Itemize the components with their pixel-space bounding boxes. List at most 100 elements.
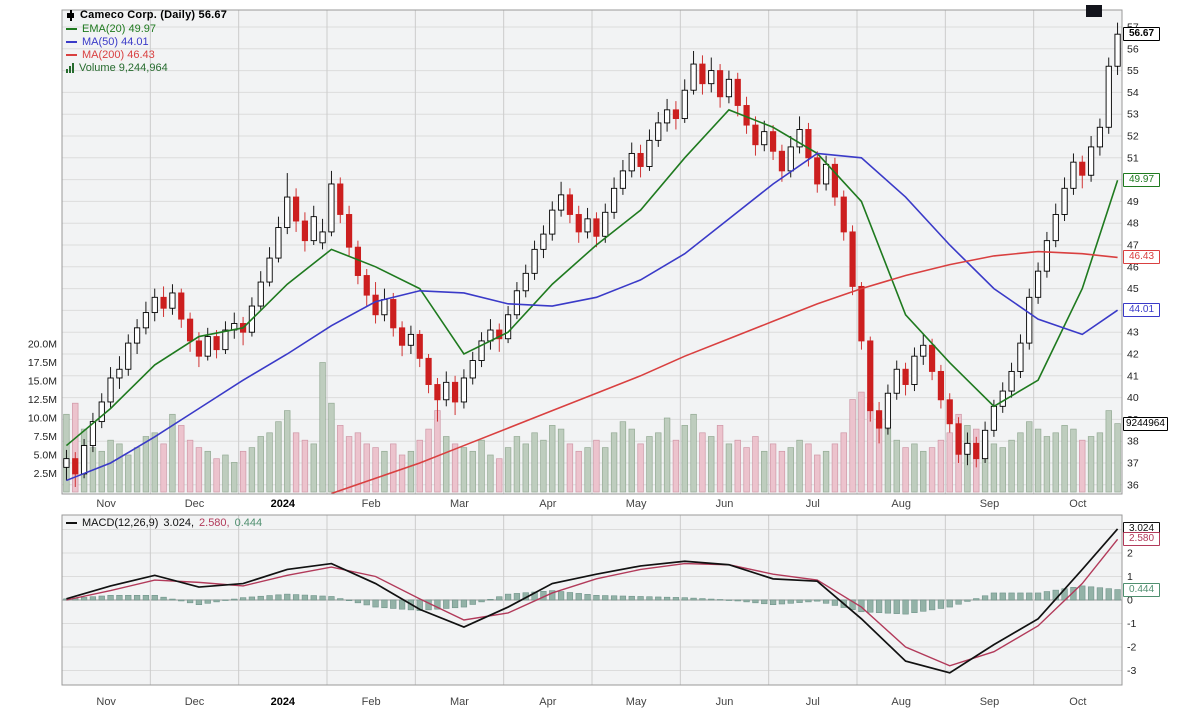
overlay-lines — [65, 108, 1119, 495]
macd-legend: MACD(12,26,9) 3.024, 2.580, 0.444 — [66, 517, 262, 529]
svg-text:51: 51 — [1127, 152, 1139, 164]
svg-text:Apr: Apr — [539, 696, 556, 708]
ma200-price-label: 46.43 — [1123, 250, 1160, 264]
line-dash-icon — [66, 522, 77, 524]
overlay-MA(50) — [66, 152, 1119, 482]
svg-text:Jul: Jul — [806, 696, 820, 708]
price-grid — [61, 10, 1122, 494]
candlestick-chart-icon — [66, 9, 75, 21]
svg-text:5.0M: 5.0M — [34, 450, 57, 462]
chart-legend: Cameco Corp. (Daily) 56.67 EMA(20) 49.97… — [66, 9, 227, 74]
legend-ma200: MA(200) 46.43 — [66, 49, 227, 61]
svg-text:17.5M: 17.5M — [28, 357, 57, 369]
svg-text:Sep: Sep — [980, 696, 1000, 708]
chart-title: Cameco Corp. (Daily) 56.67 — [80, 9, 228, 21]
svg-text:May: May — [626, 498, 647, 510]
legend-volume-label: Volume 9,244,964 — [79, 62, 168, 74]
svg-text:36: 36 — [1127, 479, 1139, 491]
volume-bars — [63, 362, 1121, 493]
ma50-price-label: 44.01 — [1123, 303, 1160, 317]
macd-line — [66, 528, 1119, 674]
svg-text:Aug: Aug — [891, 498, 911, 510]
ema20-price-label: 49.97 — [1123, 173, 1160, 187]
svg-text:Dec: Dec — [185, 696, 205, 708]
svg-text:53: 53 — [1127, 109, 1139, 121]
signal-line — [66, 538, 1119, 667]
svg-text:-3: -3 — [1127, 665, 1136, 677]
signal-legend-value: 2.580, — [199, 517, 230, 529]
svg-text:15.0M: 15.0M — [28, 376, 57, 388]
legend-ema20: EMA(20) 49.97 — [66, 23, 227, 35]
legend-ema20-label: EMA(20) 49.97 — [82, 23, 156, 35]
line-dash-icon — [66, 28, 77, 30]
svg-text:0: 0 — [1127, 595, 1133, 607]
svg-text:41: 41 — [1127, 370, 1139, 382]
svg-text:Feb: Feb — [362, 696, 381, 708]
svg-text:Mar: Mar — [450, 498, 469, 510]
svg-text:56: 56 — [1127, 43, 1139, 55]
svg-text:20.0M: 20.0M — [28, 339, 57, 351]
svg-text:Apr: Apr — [539, 498, 556, 510]
macd-legend-name: MACD(12,26,9) — [82, 517, 159, 529]
candles — [63, 22, 1121, 487]
macd-chart: 3210-1-2-3NovDec2024FebMarAprMayJunJulAu… — [61, 514, 1136, 708]
svg-text:2: 2 — [1127, 548, 1133, 560]
svg-text:38: 38 — [1127, 436, 1139, 448]
svg-text:37: 37 — [1127, 458, 1139, 470]
macd-grid — [61, 515, 1122, 685]
svg-text:Jul: Jul — [806, 498, 820, 510]
svg-text:Jun: Jun — [716, 498, 734, 510]
svg-text:Mar: Mar — [450, 696, 469, 708]
last-price-label: 56.67 — [1123, 27, 1160, 41]
svg-text:7.5M: 7.5M — [34, 431, 57, 443]
svg-text:Dec: Dec — [185, 498, 205, 510]
macd-axis: 3210-1-2-3 — [1127, 524, 1136, 677]
svg-text:Aug: Aug — [891, 696, 911, 708]
svg-text:Jun: Jun — [716, 696, 734, 708]
legend-volume: Volume 9,244,964 — [66, 62, 227, 74]
line-dash-icon — [66, 41, 77, 43]
svg-text:47: 47 — [1127, 240, 1139, 252]
price-volume-chart: 5756555453525150494847464544434241403938… — [28, 9, 1139, 510]
svg-text:Sep: Sep — [980, 498, 1000, 510]
svg-text:2024: 2024 — [271, 498, 296, 510]
svg-text:10.0M: 10.0M — [28, 413, 57, 425]
svg-text:52: 52 — [1127, 131, 1139, 143]
legend-ma50-label: MA(50) 44.01 — [82, 36, 149, 48]
hist-legend-value: 0.444 — [234, 517, 263, 529]
legend-ma200-label: MA(200) 46.43 — [82, 49, 155, 61]
svg-text:1: 1 — [1127, 571, 1133, 583]
svg-text:12.5M: 12.5M — [28, 394, 57, 406]
svg-text:May: May — [626, 696, 647, 708]
svg-text:Feb: Feb — [362, 498, 381, 510]
legend-ma50: MA(50) 44.01 — [66, 36, 227, 48]
svg-text:49: 49 — [1127, 196, 1139, 208]
overlay-MA(200) — [331, 250, 1118, 495]
chart-title-row: Cameco Corp. (Daily) 56.67 — [66, 9, 227, 21]
svg-text:Oct: Oct — [1069, 498, 1086, 510]
hist-value-label: 0.444 — [1123, 583, 1160, 597]
svg-text:Nov: Nov — [96, 696, 116, 708]
svg-text:45: 45 — [1127, 283, 1139, 295]
svg-text:2024: 2024 — [271, 696, 296, 708]
svg-text:46: 46 — [1127, 261, 1139, 273]
svg-text:55: 55 — [1127, 65, 1139, 77]
svg-text:-1: -1 — [1127, 618, 1136, 630]
overlay-EMA(20) — [65, 108, 1119, 447]
svg-text:43: 43 — [1127, 327, 1139, 339]
svg-text:Oct: Oct — [1069, 696, 1086, 708]
volume-axis: 20.0M 17.5M 15.0M 12.5M 10.0M 7.5M 5.0M 2.5M — [28, 339, 57, 481]
panel-corner-icon — [1086, 5, 1102, 17]
line-dash-icon — [66, 54, 77, 56]
svg-text:Nov: Nov — [96, 498, 116, 510]
volume-bars-icon — [66, 63, 74, 73]
svg-text:54: 54 — [1127, 87, 1139, 99]
svg-text:48: 48 — [1127, 218, 1139, 230]
svg-text:-2: -2 — [1127, 642, 1136, 654]
svg-text:40: 40 — [1127, 392, 1139, 404]
svg-text:2.5M: 2.5M — [34, 468, 57, 480]
volume-value-label: 9244964 — [1123, 417, 1168, 431]
month-axis: Nov Dec 2024 Feb Mar Apr May Jun Jul Aug Sep Oct — [96, 498, 1086, 510]
macd-month-axis: Nov Dec 2024 Feb Mar Apr May Jun Jul Aug Sep Oct — [96, 696, 1086, 708]
